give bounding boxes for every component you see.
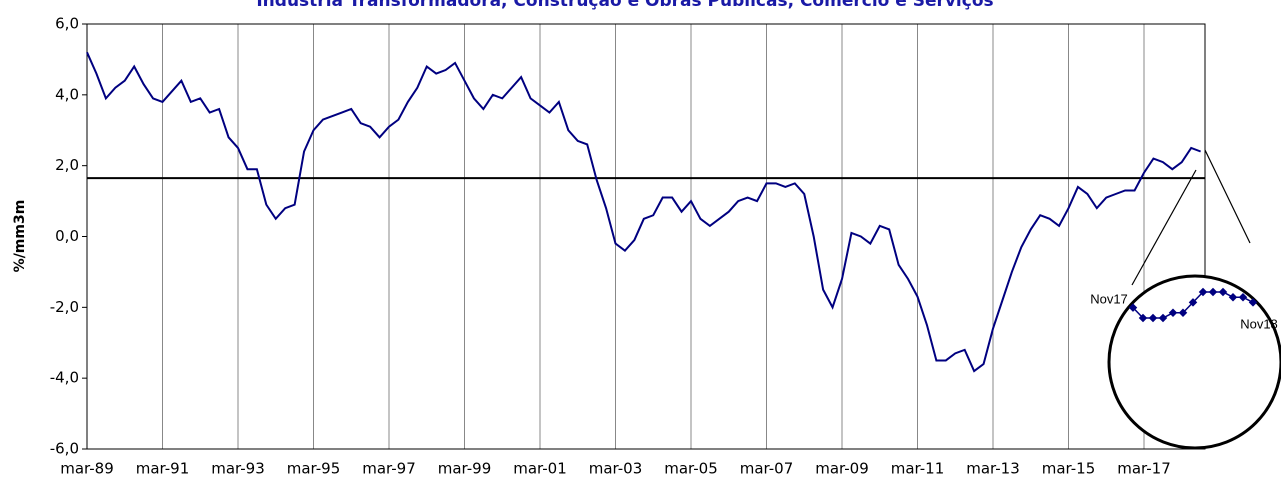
zoom-connector [1131,169,1197,286]
x-tick-label: mar-13 [966,460,1020,478]
data-line [86,51,1201,373]
x-tick-label: mar-09 [815,460,869,478]
x-tick-label: mar-91 [136,460,190,478]
inset-marker [1208,287,1218,297]
y-tick-label: 6,0 [55,15,79,33]
inset-marker [1178,308,1188,318]
inset-marker [1218,287,1228,297]
x-tick-label: mar-99 [438,460,492,478]
y-tick-label: -2,0 [50,298,79,316]
inset-marker [1138,313,1148,323]
y-tick-label: 4,0 [55,85,79,103]
zoom-connector [1204,149,1251,244]
y-tick-label: -4,0 [50,369,79,387]
inset-marker [1128,303,1138,312]
y-tick-label: -6,0 [50,440,79,458]
inset-marker [1148,313,1158,323]
inset-marker [1248,298,1258,307]
x-tick-label: mar-89 [60,460,114,478]
x-tick-label: mar-15 [1042,460,1096,478]
x-tick-label: mar-17 [1117,460,1171,478]
inset-marker [1188,298,1198,307]
inset-marker [1168,308,1178,318]
x-tick-label: mar-07 [740,460,794,478]
inset-label: Nov17 [1090,291,1128,306]
x-tick-label: mar-93 [211,460,265,478]
inset-marker [1238,292,1248,302]
x-tick-label: mar-97 [362,460,416,478]
x-tick-label: mar-05 [664,460,718,478]
x-tick-label: mar-03 [589,460,643,478]
chart-title: Indústria Transformadora, Construção e O… [256,0,993,11]
inset-marker [1158,313,1168,323]
inset-label: Nov18 [1240,316,1278,331]
y-axis-label: %/mm3m [12,200,28,273]
inset-marker [1228,292,1238,302]
x-tick-label: mar-95 [287,460,341,478]
inset-marker [1198,287,1208,297]
x-tick-label: mar-01 [513,460,567,478]
plot-frame [86,23,1206,450]
y-tick-label: 0,0 [55,227,79,245]
y-tick-label: 2,0 [55,156,79,174]
x-tick-label: mar-11 [891,460,945,478]
